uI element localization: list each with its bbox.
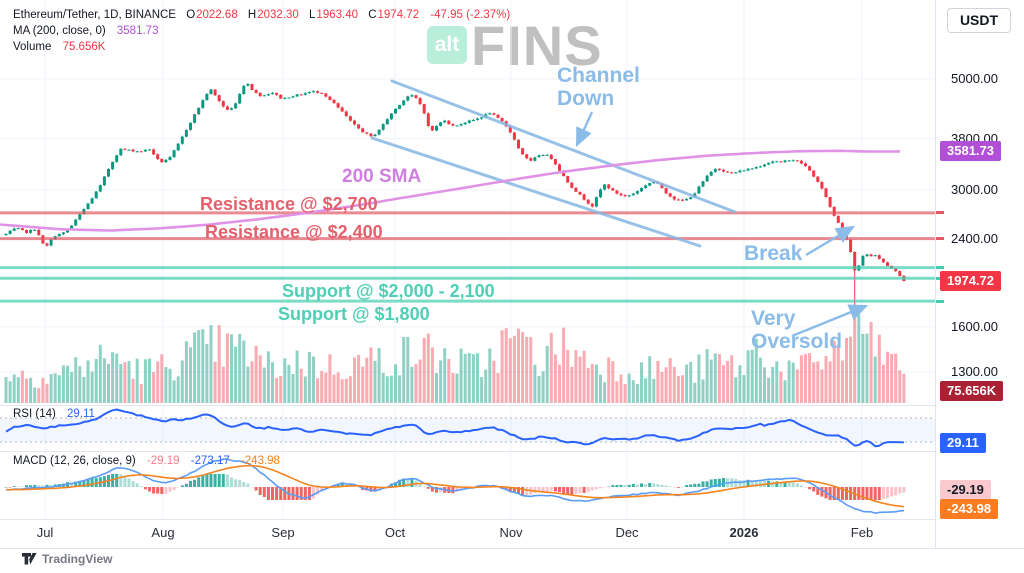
ohlc-close-label: C bbox=[368, 9, 377, 21]
rsi-label: RSI (14) bbox=[13, 408, 56, 420]
very-oversold-annotation: Very Oversold bbox=[751, 307, 843, 353]
level-axis-tick bbox=[936, 266, 944, 270]
macd-hist-value: -29.19 bbox=[146, 455, 180, 467]
volume-series bbox=[4, 314, 906, 403]
ohlc-high-value: 2032.30 bbox=[257, 9, 299, 21]
annotation-arrows bbox=[575, 111, 869, 338]
candlestick-series bbox=[4, 83, 906, 311]
volume-value: 75.656K bbox=[62, 41, 106, 53]
tradingview-icon bbox=[22, 553, 37, 565]
macd-line-value: -273.17 bbox=[190, 455, 230, 467]
ma-legend: MA (200, close, 0) 3581.73 bbox=[13, 25, 158, 37]
macd-legend: MACD (12, 26, close, 9) -29.19 -273.17 -… bbox=[13, 455, 280, 467]
ma-label: MA (200, close, 0) bbox=[13, 25, 106, 37]
macd-signal-badge: -243.98 bbox=[940, 498, 999, 519]
tradingview-label: TradingView bbox=[42, 552, 113, 566]
macd-signal-value: -243.98 bbox=[240, 455, 280, 467]
volume-legend: Volume 75.656K bbox=[13, 41, 105, 53]
level-axis-tick bbox=[936, 237, 944, 241]
price-axis[interactable]: USDT 5000.00 3800.00 3000.00 2400.00 1600.00… bbox=[935, 0, 1024, 548]
rsi-pane bbox=[0, 408, 935, 448]
ohlc-close-value: 1974.72 bbox=[377, 9, 420, 21]
time-axis-label-aug: Aug bbox=[151, 525, 175, 540]
break-annotation: Break bbox=[744, 242, 803, 265]
main-legend: Ethereum/Tether, 1D, BINANCE O2022.68 H2… bbox=[13, 9, 510, 21]
pane-separator-rsi-macd[interactable] bbox=[0, 451, 1024, 452]
sma-annotation: 200 SMA bbox=[342, 166, 422, 187]
pane-separator-volume-rsi[interactable] bbox=[0, 405, 1024, 406]
change-value: -47.95 (-2.37%) bbox=[430, 9, 511, 21]
altfins-watermark: alt FINS bbox=[427, 14, 603, 77]
altfins-logo-fins: FINS bbox=[471, 14, 603, 77]
volume-label: Volume bbox=[13, 41, 52, 53]
ohlc-open-value: 2022.68 bbox=[196, 9, 238, 21]
time-axis-label-sep: Sep bbox=[271, 525, 295, 540]
rsi-legend: RSI (14) 29.11 bbox=[13, 408, 95, 420]
currency-toggle-button[interactable]: USDT bbox=[947, 8, 1011, 33]
altfins-logo-alt: alt bbox=[434, 33, 460, 56]
support-1800-label: Support @ $1,800 bbox=[278, 304, 430, 324]
level-axis-tick bbox=[936, 299, 944, 303]
channel-down-annotation: Channel Down bbox=[557, 64, 640, 110]
rsi-badge: 29.11 bbox=[940, 432, 986, 453]
ohlc-low-value: 1963.40 bbox=[316, 9, 358, 21]
support-2000-2100-label: Support @ $2,000 - 2,100 bbox=[282, 281, 495, 301]
macd-pane bbox=[4, 458, 906, 514]
symbol-title: Ethereum/Tether, 1D, BINANCE bbox=[13, 9, 176, 21]
altfins-logo-icon: alt bbox=[427, 26, 467, 64]
ohlc-open-label: O bbox=[186, 9, 196, 21]
time-axis-label-jul: Jul bbox=[36, 525, 54, 540]
price-axis-label: 1300.00 bbox=[951, 363, 998, 379]
chart-canvas[interactable] bbox=[0, 0, 935, 548]
price-axis-label: 2400.00 bbox=[951, 230, 998, 246]
footer-border bbox=[0, 548, 1024, 549]
ohlc-low-label: L bbox=[309, 9, 316, 21]
resistance-2400-label: Resistance @ $2,400 bbox=[205, 222, 383, 242]
tradingview-logo[interactable]: TradingView bbox=[22, 552, 112, 566]
support-resistance-lines bbox=[0, 211, 935, 303]
level-axis-tick bbox=[936, 211, 944, 215]
rsi-value: 29.11 bbox=[67, 408, 95, 420]
ma-badge: 3581.73 bbox=[940, 141, 1001, 162]
price-axis-label: 3000.00 bbox=[951, 182, 998, 197]
channel-down-lines bbox=[370, 79, 737, 248]
price-axis-label: 1600.00 bbox=[951, 318, 998, 334]
time-axis-label-oct: Oct bbox=[384, 525, 406, 540]
time-axis[interactable]: Jul Aug Sep Oct Nov Dec 2026 Feb bbox=[0, 520, 935, 548]
macd-label: MACD (12, 26, close, 9) bbox=[13, 455, 136, 467]
volume-badge: 75.656K bbox=[940, 381, 1004, 401]
time-axis-label-dec: Dec bbox=[615, 525, 639, 540]
time-axis-border bbox=[0, 519, 1024, 520]
time-axis-label-nov: Nov bbox=[499, 525, 523, 540]
ma-value: 3581.73 bbox=[116, 25, 159, 37]
time-axis-label-2026: 2026 bbox=[729, 525, 759, 540]
ma200-line bbox=[0, 149, 901, 232]
last-price-badge: 1974.72 bbox=[940, 270, 1001, 291]
time-axis-label-feb: Feb bbox=[850, 525, 874, 540]
resistance-2700-label: Resistance @ $2,700 bbox=[200, 194, 378, 214]
macd-hist-badge: -29.19 bbox=[940, 479, 991, 500]
price-axis-label: 5000.00 bbox=[951, 70, 998, 86]
ohlc-high-label: H bbox=[247, 9, 257, 21]
